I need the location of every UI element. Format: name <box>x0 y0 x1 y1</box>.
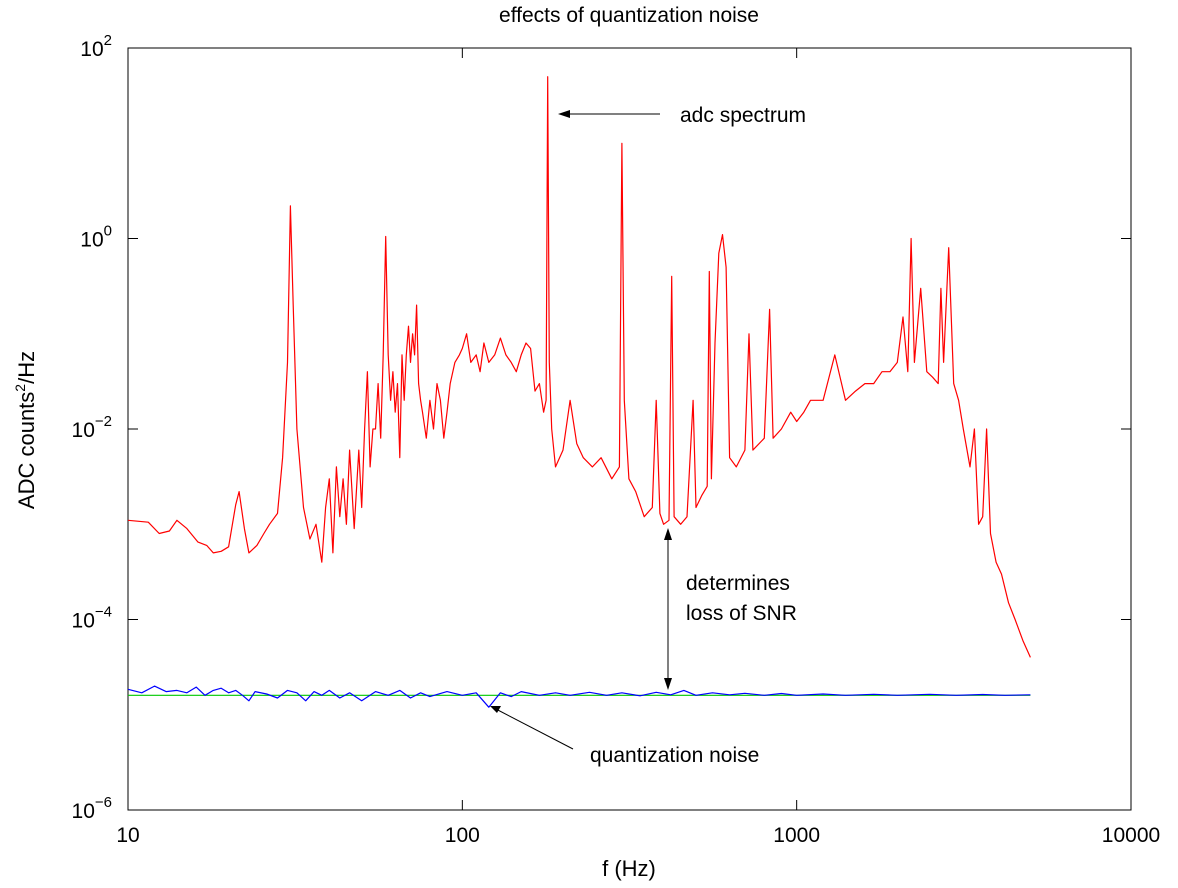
series-layer <box>127 76 1031 708</box>
snr-arrow-head-top <box>664 528 672 540</box>
annotation-line: determines <box>686 572 790 595</box>
qnoise-arrow-head <box>490 706 501 713</box>
y-tick-label-base: 10 <box>72 800 95 823</box>
y-tick-label-exponent: −2 <box>95 413 112 430</box>
series-line-adc <box>127 76 1031 658</box>
quantization-noise-label: quantization noise <box>590 744 759 767</box>
adc-arrow-head <box>558 110 570 118</box>
y-axis-label-tail: /Hz <box>14 351 39 384</box>
y-axis-label-sup: 2 <box>12 384 28 392</box>
y-tick-label: 10−2 <box>72 413 112 442</box>
y-tick-label-exponent: −6 <box>95 794 112 811</box>
y-tick-label-exponent: −4 <box>95 604 112 621</box>
y-tick-label: 100 <box>80 223 112 252</box>
series-line-noise-blue <box>127 685 1031 708</box>
y-tick-label-exponent: 2 <box>104 32 112 49</box>
y-tick-label-exponent: 0 <box>104 223 112 240</box>
x-axis-label: f (Hz) <box>602 856 656 881</box>
y-tick-label-base: 10 <box>72 419 95 442</box>
annotation-line: adc spectrum <box>680 104 806 127</box>
annotation-line: loss of SNR <box>686 602 797 625</box>
snr-label: determines loss of SNR <box>686 572 797 625</box>
y-tick-label-base: 10 <box>80 229 103 252</box>
annotation-line: quantization noise <box>590 744 759 767</box>
annotation-layer: adc spectrum determines loss of SNR quant… <box>490 104 806 767</box>
x-axis-ticks: 10 100 1000 10000 <box>116 48 1160 847</box>
y-tick-label-base: 10 <box>80 38 103 61</box>
y-axis-label-main: ADC counts <box>14 392 39 509</box>
y-tick-label: 102 <box>80 32 112 61</box>
x-tick-label: 10 <box>116 824 139 847</box>
y-tick-label-base: 10 <box>72 610 95 633</box>
qnoise-arrow-line <box>493 707 574 750</box>
chart-title: effects of quantization noise <box>499 4 759 27</box>
x-tick-label: 10000 <box>1102 824 1160 847</box>
snr-arrow-head-bottom <box>664 678 672 690</box>
x-tick-label: 1000 <box>773 824 820 847</box>
x-tick-label: 100 <box>445 824 480 847</box>
adc-spectrum-label: adc spectrum <box>680 104 806 127</box>
y-axis-label: ADC counts2/Hz <box>12 351 39 509</box>
y-tick-label: 10−6 <box>72 794 112 823</box>
y-tick-label: 10−4 <box>72 604 112 633</box>
